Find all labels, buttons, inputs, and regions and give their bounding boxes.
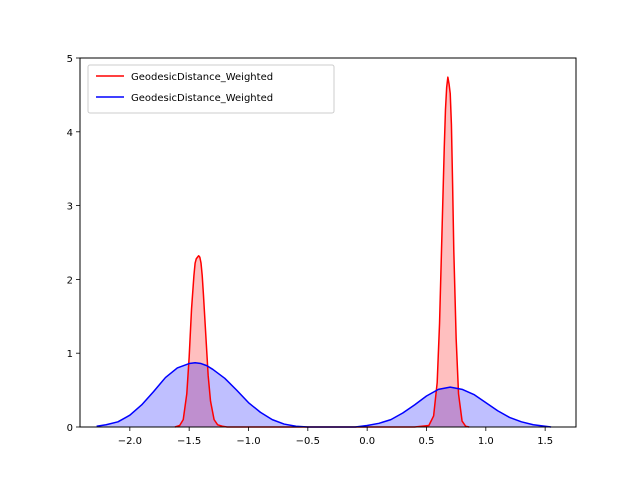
x-tick-label: −2.0 [118, 436, 142, 447]
x-tick-label: −1.5 [177, 436, 201, 447]
legend: GeodesicDistance_Weighted GeodesicDistan… [87, 64, 335, 114]
x-tick-label: 0.0 [359, 436, 375, 447]
density-fills [96, 77, 552, 427]
y-tick-label: 1 [67, 349, 73, 360]
x-tick-label: 1.5 [537, 436, 553, 447]
legend-box [87, 64, 335, 114]
x-tick-label: −0.5 [296, 436, 320, 447]
density-lines [96, 76, 552, 428]
y-tick-label: 5 [67, 54, 73, 65]
y-axis-ticks: 0 1 2 3 4 5 [67, 54, 80, 434]
x-axis-ticks: −2.0 −1.5 −1.0 −0.5 0.0 0.5 1.0 1.5 [118, 427, 553, 447]
x-tick-label: −1.0 [236, 436, 260, 447]
legend-label-blue: GeodesicDistance_Weighted [131, 93, 273, 104]
y-tick-label: 0 [67, 423, 73, 434]
density-area-red [174, 77, 470, 427]
y-tick-label: 4 [67, 128, 73, 139]
legend-label-red: GeodesicDistance_Weighted [131, 72, 273, 83]
y-tick-label: 3 [67, 202, 73, 213]
density-area-blue [96, 362, 552, 427]
x-tick-label: 1.0 [478, 436, 494, 447]
axes-frame [79, 57, 577, 428]
y-tick-label: 2 [67, 275, 73, 286]
x-tick-label: 0.5 [419, 436, 435, 447]
